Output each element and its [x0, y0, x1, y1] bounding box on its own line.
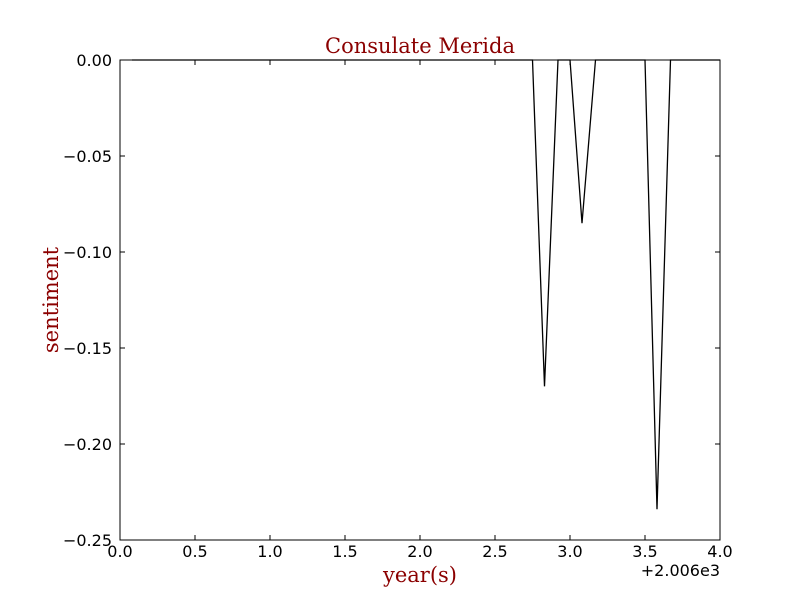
x-tick-label: 2.0: [407, 542, 432, 561]
x-tick-label: 3.5: [632, 542, 657, 561]
y-tick-label: −0.20: [63, 435, 112, 454]
chart-title: Consulate Merida: [325, 34, 515, 58]
y-tick-label: −0.10: [63, 243, 112, 262]
y-tick-label: −0.25: [63, 531, 112, 550]
y-tick-label: −0.05: [63, 147, 112, 166]
x-tick-label: 4.0: [707, 542, 732, 561]
series-line-0: [132, 59, 720, 510]
y-axis-title: sentiment: [39, 246, 63, 353]
x-tick-label: 1.0: [257, 542, 282, 561]
x-tick-label: 0.5: [182, 542, 207, 561]
x-tick-label: 0.0: [107, 542, 132, 561]
axis-ticks: 0.0 0.5 1.0 1.5 2.0 2.5 3.0 3.5 4.0 0.00 −0.05 −0.1…: [63, 51, 733, 561]
x-tick-label: 2.5: [482, 542, 507, 561]
x-offset-label: +2.006e3: [641, 561, 720, 580]
x-tick-label: 3.0: [557, 542, 582, 561]
x-tick-label: 1.5: [332, 542, 357, 561]
x-axis-title: year(s): [382, 563, 457, 587]
y-tick-label: 0.00: [76, 51, 112, 70]
y-tick-label: −0.15: [63, 339, 112, 358]
